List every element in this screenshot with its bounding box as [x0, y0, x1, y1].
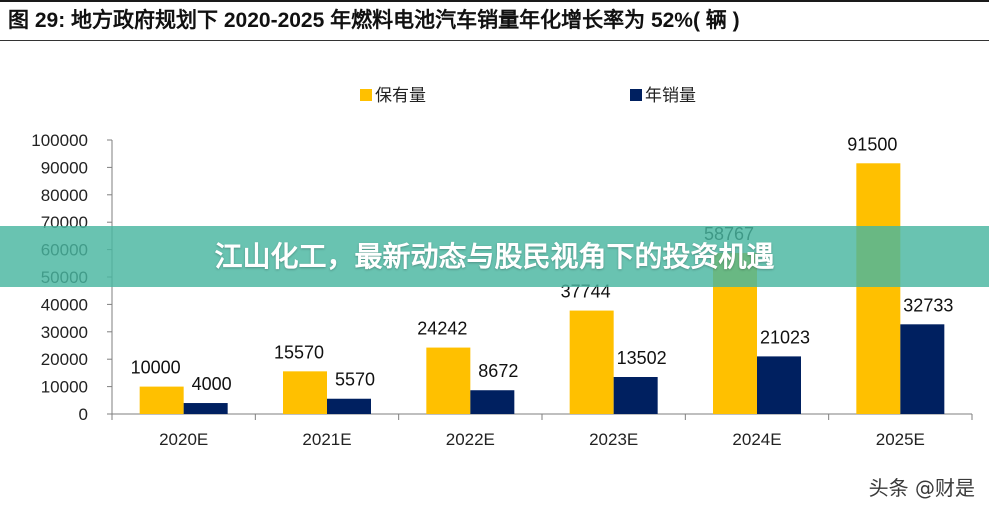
data-label-sales: 21023	[760, 327, 810, 347]
y-tick-label: 40000	[41, 295, 88, 314]
bar-sales	[613, 377, 658, 414]
bar-holding	[283, 371, 327, 414]
legend-label-sales: 年销量	[645, 86, 696, 105]
legend-swatch-holding	[360, 89, 372, 101]
bar-sales	[327, 398, 371, 414]
y-tick-label: 0	[79, 405, 88, 424]
x-tick-label: 2024E	[732, 430, 781, 449]
x-tick-label: 2020E	[159, 430, 208, 449]
legend-label-holding: 保有量	[375, 86, 426, 105]
data-label-sales: 5570	[335, 370, 375, 390]
x-tick-label: 2022E	[446, 430, 495, 449]
figure-title: 图 29: 地方政府规划下 2020-2025 年燃料电池汽车销量年化增长率为 …	[8, 9, 740, 32]
x-tick-label: 2023E	[589, 430, 638, 449]
headline-banner: 江山化工，最新动态与股民视角下的投资机遇	[0, 226, 989, 287]
y-tick-label: 30000	[41, 323, 88, 342]
bar-sales	[183, 403, 228, 414]
bar-holding	[139, 386, 184, 414]
bar-sales	[757, 356, 801, 414]
top-rule	[0, 0, 989, 2]
y-tick-label: 20000	[41, 350, 88, 369]
bar-holding	[569, 310, 614, 414]
y-tick-label: 90000	[41, 158, 88, 177]
legend-swatch-sales	[630, 89, 642, 101]
watermark: 头条 @财是	[868, 476, 975, 500]
data-label-holding: 10000	[131, 358, 181, 378]
data-label-holding: 15570	[274, 342, 324, 362]
y-tick-label: 80000	[41, 186, 88, 205]
y-tick-label: 100000	[31, 131, 88, 150]
bar-holding	[856, 163, 901, 414]
data-label-sales: 4000	[192, 374, 232, 394]
banner-headline: 江山化工，最新动态与股民视角下的投资机遇	[214, 240, 775, 273]
bar-holding	[426, 347, 471, 414]
bar-sales	[470, 390, 515, 414]
data-label-holding: 91500	[847, 134, 897, 154]
x-tick-label: 2025E	[876, 430, 925, 449]
header-rule	[0, 40, 989, 41]
data-label-sales: 8672	[478, 361, 518, 381]
x-tick-label: 2021E	[302, 430, 351, 449]
data-label-holding: 24242	[417, 319, 467, 339]
y-tick-label: 10000	[41, 378, 88, 397]
data-label-sales: 32733	[903, 295, 953, 315]
data-label-sales: 13502	[617, 348, 667, 368]
bar-sales	[900, 324, 945, 414]
